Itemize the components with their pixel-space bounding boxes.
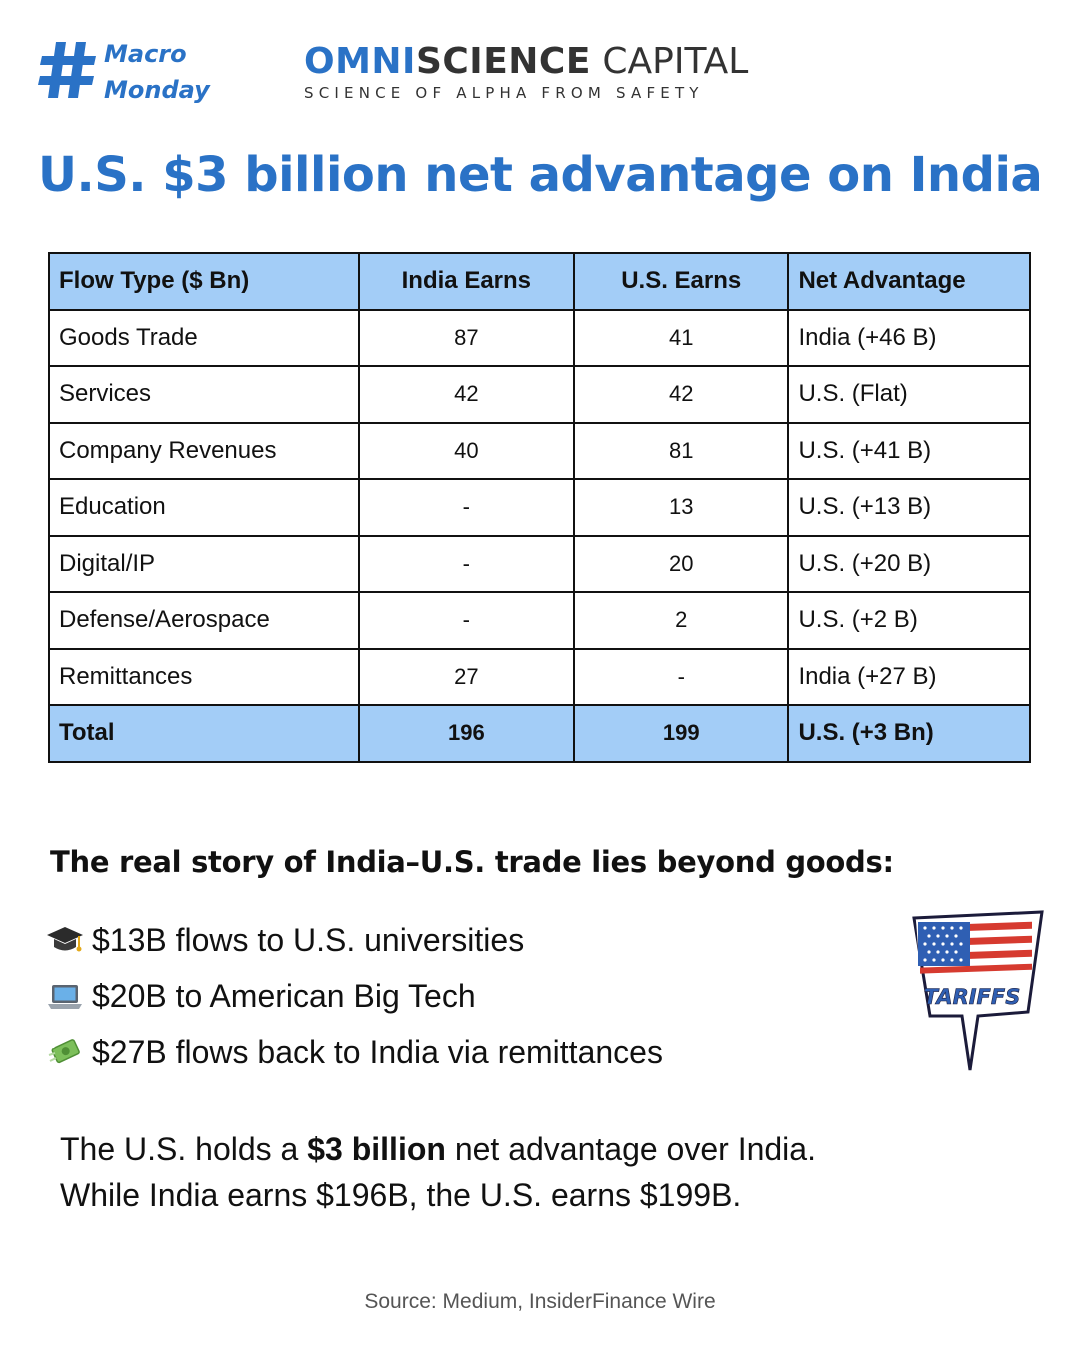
summary-paragraph: The U.S. holds a $3 billion net advantag… [60,1126,1020,1218]
flow-type-cell: Company Revenues [48,421,360,480]
india-earns-cell: 87 [357,308,576,367]
india-earns-cell: - [357,534,576,593]
source-note: Source: Medium, InsiderFinance Wire [364,1290,716,1313]
hashtag-icon [38,42,96,98]
header-india-earns: India Earns [357,252,576,311]
india-earns-cell: 27 [357,647,576,706]
summary-line-2: While India earns $196B, the U.S. earns … [60,1177,742,1213]
bullet-text: $13B flows to U.S. universities [92,922,525,958]
hashtag-label: Macro Monday [104,36,210,108]
table-header-row: Flow Type ($ Bn) India Earns U.S. Earns … [48,252,1031,311]
us-earns-cell: 42 [573,365,790,424]
logo-tagline: SCIENCE OF ALPHA FROM SAFETY [304,84,704,102]
logo-part-science: SCIENCE [415,41,591,82]
logo-wordmark: OMNISCIENCE CAPITAL [304,40,774,84]
page-title: U.S. $3 billion net advantage on India [38,147,1043,203]
flow-type-cell: Remittances [48,647,360,706]
flow-type-cell: Services [48,365,360,424]
india-earns-cell: 42 [357,365,576,424]
total-label-cell: Total [48,704,360,763]
flow-type-cell: Defense/Aerospace [48,591,360,650]
logo-part-capital: CAPITAL [590,41,749,82]
flow-type-cell: Goods Trade [48,308,360,367]
header-us-earns: U.S. Earns [573,252,790,311]
laptop-icon [48,985,82,1009]
india-earns-cell: 40 [357,421,576,480]
tariffs-sign-text: TARIFFS [924,985,1021,1009]
tariffs-flag-sign-icon: TARIFFS [912,910,1044,1071]
logo-part-omni: OMNI [304,41,416,82]
summary-text: net advantage over India. [445,1131,816,1167]
flow-type-cell: Education [48,478,360,537]
net-advantage-cell: U.S. (+20 B) [787,534,1031,593]
table-row: Digital/IP - 20 U.S. (+20 B) [48,534,1031,593]
us-earns-cell: 2 [573,591,790,650]
graduation-cap-icon [47,927,83,952]
total-india-earns-cell: 196 [357,704,576,763]
net-advantage-cell: India (+27 B) [787,647,1031,706]
money-flying-icon [47,1039,80,1064]
list-item: $13B flows to U.S. universities [46,912,663,968]
header-flow-type: Flow Type ($ Bn) [48,252,360,311]
us-earns-cell: 13 [573,478,790,537]
table-row: Remittances 27 - India (+27 B) [48,647,1031,706]
total-us-earns-cell: 199 [573,704,790,763]
table-total-row: Total 196 199 U.S. (+3 Bn) [48,704,1031,763]
table-row: Company Revenues 40 81 U.S. (+41 B) [48,421,1031,480]
net-advantage-cell: U.S. (+2 B) [787,591,1031,650]
table-row: Services 42 42 U.S. (Flat) [48,365,1031,424]
company-logo: OMNISCIENCE CAPITAL SCIENCE OF ALPHA FRO… [304,40,774,102]
bullet-text: $20B to American Big Tech [92,978,476,1014]
us-earns-cell: 20 [573,534,790,593]
story-bullet-list: $13B flows to U.S. universities $20B to … [46,912,663,1080]
flow-type-cell: Digital/IP [48,534,360,593]
net-advantage-cell: U.S. (Flat) [787,365,1031,424]
total-net-advantage-cell: U.S. (+3 Bn) [787,704,1031,763]
trade-flows-table: Flow Type ($ Bn) India Earns U.S. Earns … [48,252,1031,763]
us-earns-cell: 81 [573,421,790,480]
hashtag-line-1: Macro [104,40,187,68]
us-earns-cell: - [573,647,790,706]
summary-highlight: $3 billion [307,1131,446,1167]
list-item: $20B to American Big Tech [46,968,663,1024]
summary-line-1: The U.S. holds a $3 billion net advantag… [60,1126,1020,1172]
table-row: Defense/Aerospace - 2 U.S. (+2 B) [48,591,1031,650]
net-advantage-cell: U.S. (+41 B) [787,421,1031,480]
list-item: $27B flows back to India via remittances [46,1024,663,1080]
india-earns-cell: - [357,591,576,650]
us-earns-cell: 41 [573,308,790,367]
table-row: Education - 13 U.S. (+13 B) [48,478,1031,537]
india-earns-cell: - [357,478,576,537]
bullet-text: $27B flows back to India via remittances [92,1034,663,1070]
header-net-advantage: Net Advantage [787,252,1031,311]
net-advantage-cell: U.S. (+13 B) [787,478,1031,537]
story-heading: The real story of India–U.S. trade lies … [50,845,894,879]
hashtag-line-2: Monday [104,76,210,104]
table-row: Goods Trade 87 41 India (+46 B) [48,308,1031,367]
net-advantage-cell: India (+46 B) [787,308,1031,367]
summary-text: The U.S. holds a [60,1131,308,1167]
